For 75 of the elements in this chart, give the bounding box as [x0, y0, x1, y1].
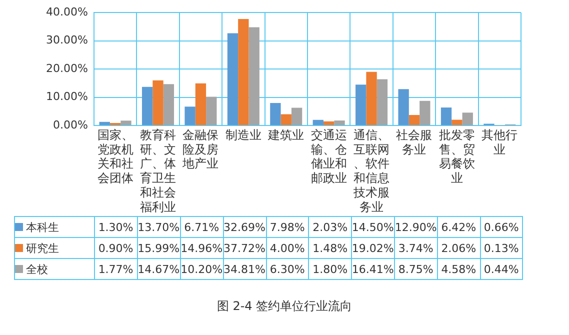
bar [99, 122, 110, 126]
bar [195, 83, 206, 126]
bar [142, 86, 153, 126]
x-tick-label: 制造业 [225, 128, 262, 142]
data-label: 0.13% [480, 238, 523, 258]
data-label: 0.90% [94, 238, 138, 258]
data-label: 7.98% [266, 216, 309, 238]
bar [440, 107, 452, 126]
data-label: 15.99% [137, 238, 180, 258]
data-label: 2.06% [437, 238, 480, 258]
x-tick-label: 其他行业 [482, 128, 518, 156]
data-label: 13.70% [137, 216, 180, 238]
x-tick-label: 教育科研、文广、体育卫生和社会福利业 [140, 128, 176, 214]
bar [408, 115, 420, 126]
x-tick-label: 通信、互联网、软件和信息技术服务业 [352, 128, 390, 214]
data-label: 0.44% [480, 258, 523, 280]
data-label: 6.30% [266, 258, 309, 280]
bar [280, 114, 292, 126]
bar [238, 19, 249, 126]
y-tick-label: 20.00% [46, 62, 88, 75]
bar [312, 120, 324, 126]
bar [452, 120, 462, 126]
x-tick-label: 国家、党政机关和社会团体 [97, 128, 134, 186]
x-tick-label: 金融保险及房地产业 [182, 128, 219, 171]
data-label: 4.00% [266, 238, 309, 258]
bar [206, 96, 217, 126]
data-label: 6.71% [180, 216, 224, 238]
data-label: 10.20% [180, 258, 224, 280]
text: 图 2-4 签约单位行业流向 [216, 298, 354, 315]
bar [398, 89, 409, 126]
x-tick-label: 交通运输、仓储业和邮政业 [310, 128, 347, 186]
data-label: 34.81% [223, 258, 266, 280]
data-label: 19.02% [351, 238, 394, 258]
bar [152, 80, 164, 126]
data-label: 12.90% [394, 216, 438, 238]
bar [420, 100, 430, 126]
data-label: 1.80% [308, 258, 352, 280]
legend-label: 研究生 [14, 238, 94, 258]
x-tick-label: 社会服务业 [396, 128, 432, 156]
bar [376, 79, 388, 126]
bar [356, 84, 366, 126]
legend-label: 全校 [14, 258, 94, 280]
y-tick-label: 10.00% [46, 90, 88, 104]
data-label: 8.75% [394, 258, 438, 280]
bar [270, 103, 281, 126]
data-label: 16.41% [351, 258, 394, 280]
data-label: 1.30% [94, 216, 138, 238]
x-tick-label: 建筑业 [267, 128, 304, 142]
x-tick-label: 批发零售、贸易餐饮业 [438, 128, 475, 186]
y-tick-label: 0.00% [52, 118, 88, 132]
data-label: 0.66% [480, 216, 523, 238]
y-tick-label: 30.00% [46, 34, 88, 47]
data-label: 4.58% [437, 258, 480, 280]
bar [291, 108, 302, 126]
legend-label: 本科生 [14, 216, 94, 238]
bar [184, 106, 196, 126]
bar [163, 84, 174, 126]
bar [120, 120, 132, 126]
data-label: 32.69% [223, 216, 266, 238]
bar [323, 121, 334, 126]
bar [248, 27, 260, 126]
bar [227, 33, 238, 126]
data-label: 14.67% [137, 258, 180, 280]
data-label: 1.77% [94, 258, 138, 280]
data-label: 6.42% [437, 216, 480, 238]
data-label: 1.48% [308, 238, 352, 258]
bar [334, 120, 345, 126]
bar [366, 72, 377, 126]
data-label: 14.50% [351, 216, 394, 238]
data-label: 3.74% [394, 238, 438, 258]
y-tick-label: 40.00% [46, 5, 88, 18]
bar [462, 112, 473, 126]
data-label: 2.03% [308, 216, 352, 238]
data-label: 14.96% [180, 238, 224, 258]
data-label: 37.72% [223, 238, 266, 258]
